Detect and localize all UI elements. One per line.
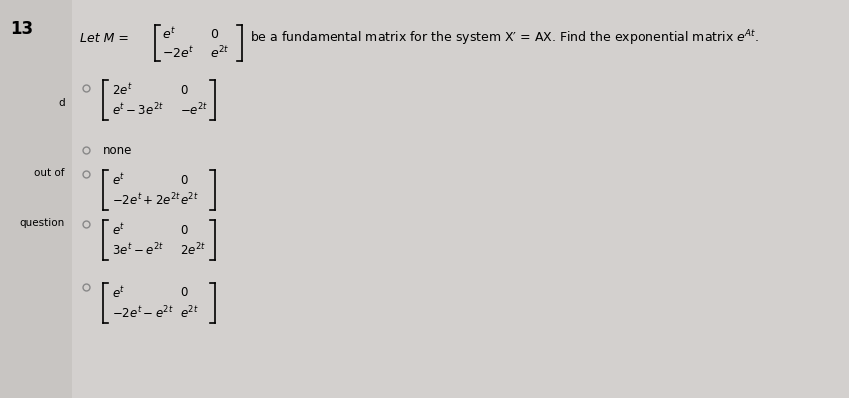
Text: out of: out of xyxy=(35,168,65,178)
Text: $2e^t$: $2e^t$ xyxy=(112,82,132,98)
Text: 13: 13 xyxy=(10,20,33,38)
Text: $e^{2t}$: $e^{2t}$ xyxy=(180,192,199,208)
Text: $e^t$: $e^t$ xyxy=(112,222,126,238)
Text: question: question xyxy=(20,218,65,228)
Text: $e^t-3e^{2t}$: $e^t-3e^{2t}$ xyxy=(112,102,164,118)
Text: $0$: $0$ xyxy=(180,84,188,96)
Text: $0$: $0$ xyxy=(180,287,188,300)
Text: $2e^{2t}$: $2e^{2t}$ xyxy=(180,242,206,258)
Text: $0$: $0$ xyxy=(210,27,219,41)
Bar xyxy=(0,0,72,398)
Text: $-2e^t-e^{2t}$: $-2e^t-e^{2t}$ xyxy=(112,305,174,321)
Text: $-e^{2t}$: $-e^{2t}$ xyxy=(180,102,208,118)
Text: $e^{2t}$: $e^{2t}$ xyxy=(180,305,199,321)
Text: Let M =: Let M = xyxy=(80,31,133,45)
Text: $e^t$: $e^t$ xyxy=(112,172,126,188)
Text: be a fundamental matrix for the system X′ = AX. Find the exponential matrix $e^{: be a fundamental matrix for the system X… xyxy=(250,28,759,48)
Text: $e^{2t}$: $e^{2t}$ xyxy=(210,45,229,61)
Text: d: d xyxy=(59,98,65,108)
Text: $e^t$: $e^t$ xyxy=(112,285,126,301)
Text: $-2e^t+2e^{2t}$: $-2e^t+2e^{2t}$ xyxy=(112,192,181,208)
Text: $3e^t-e^{2t}$: $3e^t-e^{2t}$ xyxy=(112,242,164,258)
Text: $e^t$: $e^t$ xyxy=(162,26,176,42)
Text: $0$: $0$ xyxy=(180,224,188,236)
Text: $-2e^t$: $-2e^t$ xyxy=(162,45,194,61)
Text: none: none xyxy=(103,144,132,156)
Text: $0$: $0$ xyxy=(180,174,188,187)
